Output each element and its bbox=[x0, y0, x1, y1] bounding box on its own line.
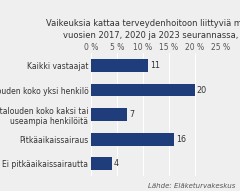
Title: Vaikeuksia kattaa terveydenhoitoon liittyviä menoja
vuosien 2017, 2020 ja 2023 s: Vaikeuksia kattaa terveydenhoitoon liitt… bbox=[46, 19, 240, 40]
Text: Lähde: Eläketurvakeskus: Lähde: Eläketurvakeskus bbox=[148, 183, 235, 189]
Text: 11: 11 bbox=[150, 61, 160, 70]
Bar bbox=[91, 84, 195, 96]
Text: 4: 4 bbox=[114, 159, 119, 168]
Bar bbox=[91, 157, 112, 170]
Text: 16: 16 bbox=[176, 135, 186, 144]
Bar bbox=[91, 133, 174, 146]
Text: 20: 20 bbox=[196, 86, 207, 95]
Text: 7: 7 bbox=[129, 110, 134, 119]
Bar bbox=[91, 108, 127, 121]
Bar bbox=[91, 59, 148, 72]
